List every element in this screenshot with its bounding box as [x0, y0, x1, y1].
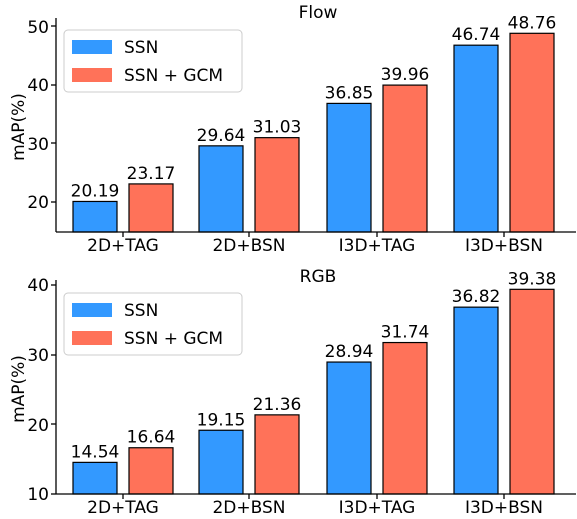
bar-value-label: 39.38	[508, 269, 557, 289]
x-tick-label: I3D+BSN	[465, 236, 543, 256]
legend-swatch-ssn	[72, 40, 112, 54]
bar-value-label: 19.15	[197, 410, 246, 430]
bar-ssn	[72, 461, 118, 495]
bar-value-label: 36.82	[452, 287, 501, 307]
bar-value-label: 31.74	[381, 323, 430, 343]
bar-value-label: 20.19	[71, 181, 120, 201]
bar-ssn-gcm	[509, 32, 555, 233]
bar-value-label: 21.36	[253, 395, 302, 415]
chart-axes	[51, 18, 576, 237]
bar-ssn	[453, 306, 499, 495]
bar-ssn-gcm	[254, 414, 300, 495]
y-tick-label: 20	[27, 416, 49, 436]
chart-axes	[51, 280, 576, 499]
bar-ssn	[72, 200, 118, 233]
legend-swatch-ssn	[72, 303, 112, 317]
bar-value-label: 48.76	[508, 13, 557, 33]
y-axis-label: mAP(%)	[9, 93, 29, 161]
bar-ssn	[453, 44, 499, 233]
legend-label: SSN + GCM	[124, 329, 223, 349]
chart-legend: SSN SSN + GCM	[63, 29, 243, 93]
bar-value-label: 46.74	[452, 25, 501, 45]
bar-ssn	[326, 102, 372, 233]
y-tick-label: 40	[27, 76, 49, 96]
chart-title: Flow	[299, 3, 338, 23]
x-tick-label: 2D+BSN	[212, 236, 285, 256]
y-tick-label: 10	[27, 485, 49, 505]
rgb-bars: 14.54 19.15 28.94 36.82 16.64 21.36 31.74 39.38	[71, 269, 557, 495]
bar-value-label: 16.64	[127, 428, 176, 448]
bar-ssn	[198, 145, 244, 233]
y-tick-label: 40	[27, 276, 49, 296]
y-tick-label: 20	[27, 193, 49, 213]
bar-value-label: 23.17	[127, 164, 176, 184]
legend-label: SSN	[124, 38, 158, 58]
flow-bars: 20.19 29.64 36.85 46.74 23.17 31.03 39.96 48.76	[71, 13, 557, 233]
bar-ssn	[326, 361, 372, 495]
chart-legend: SSN SSN + GCM	[63, 292, 243, 356]
bar-ssn-gcm	[382, 84, 428, 233]
bar-value-label: 39.96	[381, 65, 430, 85]
x-tick-label: I3D+TAG	[339, 236, 416, 256]
chart-title: RGB	[300, 267, 337, 287]
x-tick-label: 2D+TAG	[87, 236, 159, 256]
x-tick-label: I3D+TAG	[339, 498, 416, 518]
bar-ssn-gcm	[254, 137, 300, 233]
bar-ssn	[198, 429, 244, 495]
bar-value-label: 31.03	[253, 118, 302, 138]
flow-chart-panel: Flow mAP(%) 20 30 40 50 2D+TAG 2D+BSN I3…	[9, 3, 576, 256]
bar-ssn-gcm	[382, 341, 428, 495]
legend-swatch-ssn-gcm	[72, 68, 112, 82]
bar-value-label: 14.54	[71, 442, 120, 462]
y-axis-label: mAP(%)	[9, 355, 29, 423]
x-tick-label: 2D+BSN	[212, 498, 285, 518]
bar-ssn-gcm	[509, 288, 555, 495]
x-tick-label: I3D+BSN	[465, 498, 543, 518]
bar-value-label: 29.64	[197, 126, 246, 146]
bar-ssn-gcm	[128, 183, 174, 233]
bar-value-label: 28.94	[325, 342, 374, 362]
y-tick-label: 30	[27, 346, 49, 366]
y-tick-label: 30	[27, 135, 49, 155]
bar-value-label: 36.85	[325, 83, 374, 103]
x-tick-label: 2D+TAG	[87, 498, 159, 518]
y-tick-label: 50	[27, 18, 49, 38]
bar-ssn-gcm	[128, 447, 174, 495]
legend-label: SSN + GCM	[124, 66, 223, 86]
legend-swatch-ssn-gcm	[72, 331, 112, 345]
legend-label: SSN	[124, 301, 158, 321]
rgb-chart-panel: RGB mAP(%) 10 20 30 40 2D+TAG 2D+BSN I3D…	[9, 267, 576, 518]
